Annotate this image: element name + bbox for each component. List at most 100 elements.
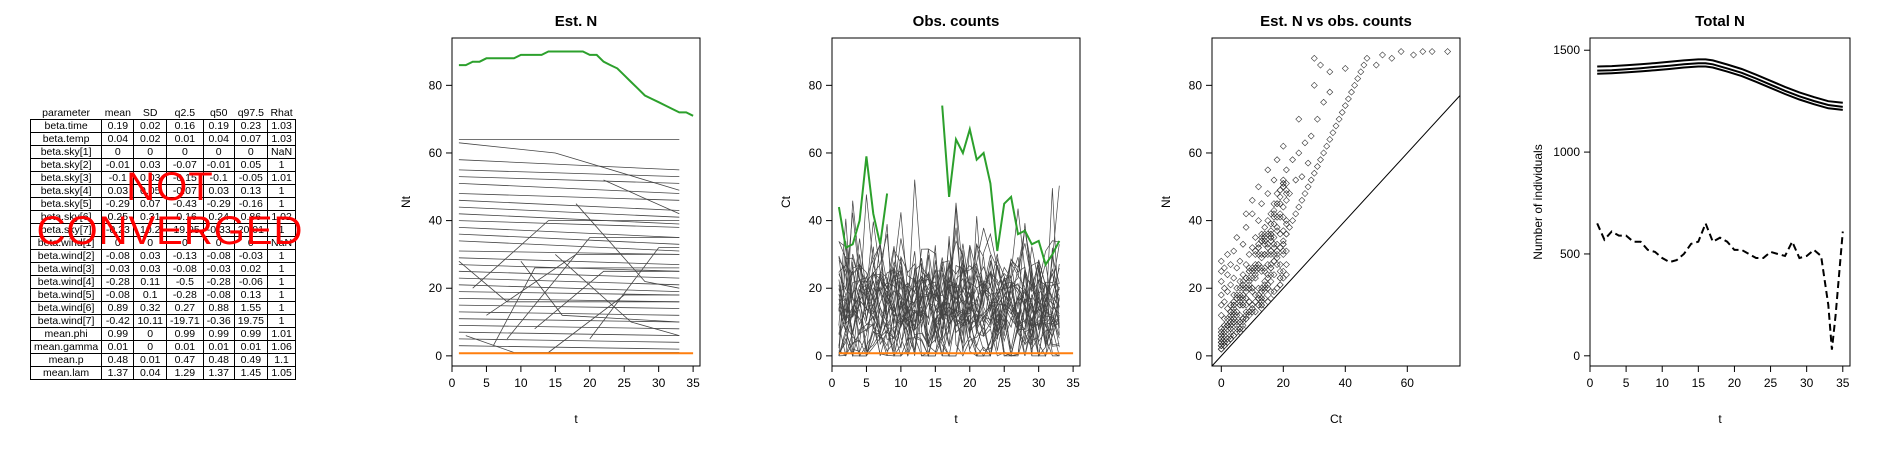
y-tick-label: 0 [435,349,442,363]
table-cell: 0.02 [133,119,167,133]
x-axis-label: t [574,412,578,426]
scatter-point [1255,264,1262,272]
table-row: beta.wind[6] 0.89 0.32 0.27 0.88 1.55 1 [29,301,297,315]
scatter-point [1233,321,1241,329]
table-cell: 0.13 [233,288,268,302]
table-row: mean.p 0.48 0.01 0.47 0.48 0.49 1.1 [29,353,297,367]
chart-title: Total N [1695,13,1745,30]
series-line [458,213,680,225]
x-axis-label: Ct [1330,412,1343,426]
table-row: beta.sky[3] -0.1 0.03 -0.15 -0.1 -0.05 1.01 [29,171,297,185]
scatter-point [1258,267,1266,275]
scatter-point [1224,305,1231,312]
table-row: beta.sky[7] -0.23 10.2 -19.95 -0.33 20.01 1 [29,223,297,237]
y-axis-label: Number of individuals [1531,144,1545,259]
scatter-point [1270,250,1278,258]
scatter-point [1335,115,1343,123]
scatter-point [1273,156,1281,164]
scatter-point [1310,54,1318,62]
x-tick-label: 10 [514,376,528,390]
dashed-series-line [1596,220,1844,350]
y-axis-label: Nt [399,195,413,208]
scatter-point [1224,271,1231,279]
scatter-point [1276,210,1284,218]
table-cell: 0.32 [133,301,167,315]
scatter-point [1282,271,1290,279]
scatter-point [1264,261,1272,268]
scatter-point [1242,315,1250,323]
scatter-point [1233,291,1241,299]
scatter-point [1270,288,1278,296]
scatter-point [1251,261,1259,268]
plot-frame [451,37,701,367]
scatter-point [1245,284,1253,292]
scatter-point [1267,237,1275,245]
scatter-point [1267,271,1275,279]
series-line [838,179,1060,317]
table-cell: -0.29 [101,197,135,211]
scatter-point [1264,298,1272,306]
table-cell: -0.15 [165,171,204,185]
scatter-point [1239,321,1247,329]
scatter-point [1255,217,1262,225]
scatter-point [1261,234,1269,241]
scatter-point [1255,284,1262,292]
scatter-point [1270,257,1278,265]
scatter-point [1220,284,1228,292]
scatter-point [1236,294,1244,302]
scatter-point [1279,142,1287,150]
scatter-point [1239,284,1247,292]
scatter-point [1276,186,1284,194]
scatter-point [1276,186,1284,194]
table-row: beta.wind[4] -0.28 0.11 -0.5 -0.28 -0.06 1 [29,275,297,289]
scatter-point [1323,142,1331,150]
scatter-point [1264,284,1272,292]
table-cell: -0.36 [202,314,235,328]
scatter-point [1276,274,1284,282]
scatter-point [1267,250,1275,258]
table-cell: 0.99 [165,327,204,341]
scatter-point [1242,294,1250,302]
scatter-point [1261,237,1269,245]
scatter-point [1351,81,1359,89]
table-cell: 1 [266,301,297,315]
scatter-point [1267,264,1275,272]
scatter-point [1230,318,1238,326]
y-tick-label: 0 [815,349,822,363]
scatter-point [1217,332,1225,339]
scatter-point [1282,186,1290,194]
scatter-point [1282,179,1290,187]
table-cell: 0.02 [133,132,167,146]
x-tick-label: 5 [863,376,870,390]
table-cell: 0.01 [233,340,268,354]
scatter-point [1224,315,1231,323]
scatter-point [1220,335,1228,343]
scatter-point [1230,274,1238,282]
scatter-point [1279,274,1287,282]
scatter-point [1236,301,1244,309]
scatter-point [1242,223,1250,231]
scatter-point [1276,200,1284,208]
scatter-point [1217,345,1225,353]
table-cell: 0.11 [133,275,167,289]
scatter-point [1220,315,1228,323]
scatter-point [1239,318,1247,326]
series-line [520,260,680,323]
scatter-point [1354,75,1362,83]
y-tick-label: 60 [1189,146,1203,160]
scatter-point [1248,210,1256,218]
table-cell: -0.03 [101,262,135,276]
table-cell: beta.wind[3] [29,262,103,276]
series-line [838,256,1060,357]
y-tick-label: 500 [1560,247,1580,261]
scatter-point [1289,156,1297,164]
scatter-point [1233,325,1241,333]
scatter-point [1273,261,1281,268]
table-cell: -0.13 [165,249,204,263]
scatter-point [1348,88,1355,96]
scatter-point [1245,308,1253,316]
table-cell: beta.wind[1] [29,236,103,250]
scatter-point [1242,311,1250,319]
series-line [838,273,1060,347]
scatter-point [1248,305,1256,312]
